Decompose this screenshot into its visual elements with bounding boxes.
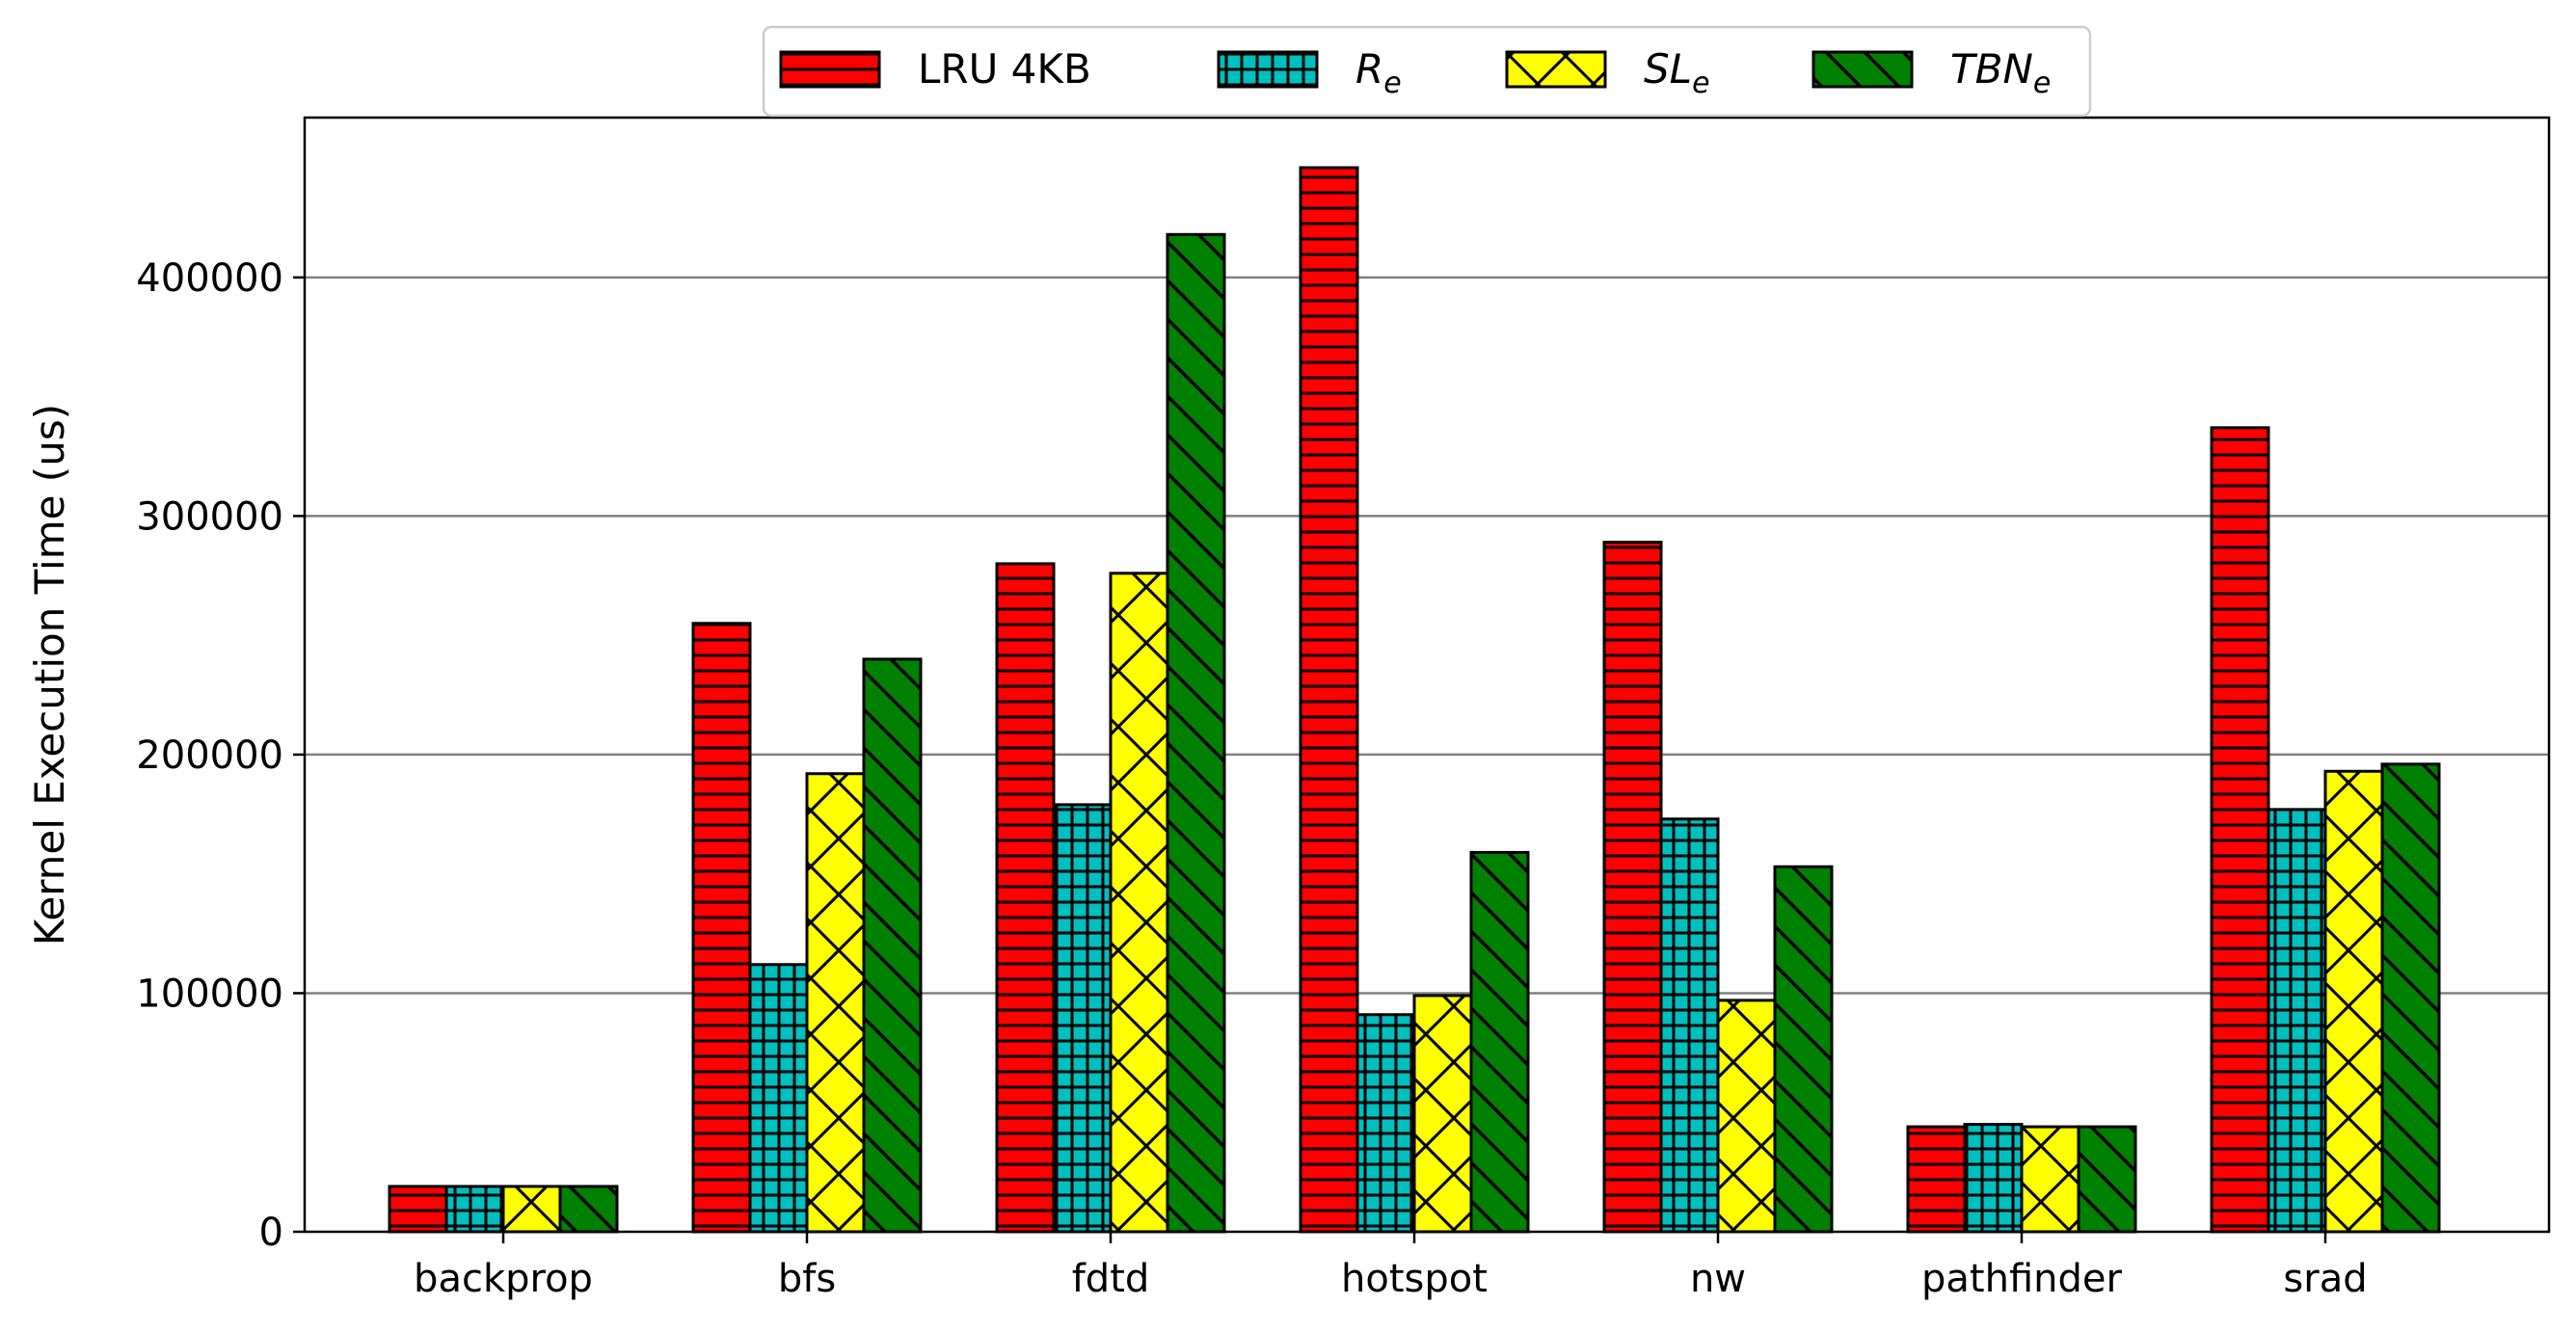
legend-swatch [1811,50,1914,89]
y-tick-label: 200000 [136,733,283,778]
y-tick-label: 0 [259,1211,283,1255]
bar-srad-4 [2380,762,2441,1234]
legend: LRU 4KB Re SLe TBNe [762,25,2092,118]
legend-swatch [779,50,881,89]
bar-fdtd-3 [1109,572,1169,1234]
y-axis-label: Kernel Execution Time (us) [26,404,73,946]
bar-backprop-2 [444,1185,505,1234]
bar-pathfinder-2 [1963,1123,2024,1234]
bar-bfs-2 [748,963,809,1234]
bar-backprop-4 [558,1185,619,1234]
plot-area-frame [303,116,2551,1234]
bar-pathfinder-3 [2020,1125,2080,1234]
bar-hotspot-2 [1355,1013,1416,1234]
legend-item-2: Re [1217,45,1402,100]
bar-bfs-3 [805,772,866,1234]
legend-label: SLe [1644,45,1710,100]
bar-nw-1 [1602,541,1663,1234]
legend-frame [762,25,2092,118]
bar-backprop-1 [388,1185,448,1234]
bar-backprop-3 [501,1185,562,1234]
bar-hotspot-1 [1299,166,1359,1234]
legend-swatch [1505,50,1607,89]
bar-pathfinder-4 [2077,1125,2137,1234]
y-tick-label: 400000 [136,256,283,301]
legend-label: LRU 4KB [918,45,1091,93]
bar-pathfinder-1 [1906,1125,1967,1234]
x-tick-label-fdtd: fdtd [1072,1257,1150,1301]
x-tick-label-pathfinder: pathfinder [1921,1257,2122,1301]
bar-srad-3 [2323,769,2384,1234]
bar-srad-2 [2267,808,2327,1234]
bar-nw-3 [1716,999,1777,1234]
legend-item-4: TBNe [1811,45,2051,100]
legend-swatch [1217,50,1319,89]
bar-nw-4 [1773,865,1834,1234]
legend-item-3: SLe [1505,45,1710,100]
y-tick-label: 300000 [136,494,283,539]
legend-label: Re [1355,45,1402,100]
legend-label: TBNe [1950,45,2051,100]
bars [388,166,2441,1234]
bar-fdtd-1 [995,562,1056,1234]
y-tick-label: 100000 [136,972,283,1016]
bar-bfs-4 [862,657,923,1234]
bar-fdtd-2 [1052,803,1113,1234]
bar-nw-2 [1659,817,1720,1234]
x-tick-label-hotspot: hotspot [1341,1257,1488,1301]
x-tick-label-backprop: backprop [414,1257,593,1301]
bar-srad-1 [2210,426,2270,1234]
bar-hotspot-4 [1469,850,1530,1234]
x-tick-label-srad: srad [2283,1257,2367,1301]
y-axis: 0 100000 200000 300000 400000 [136,256,305,1255]
x-tick-label-nw: nw [1690,1257,1746,1301]
gridlines [305,276,2549,995]
bar-bfs-1 [691,622,752,1234]
x-axis: backprop bfs fdtd hotspot nw pathfinder srad [414,1232,2368,1301]
bar-hotspot-3 [1412,994,1473,1234]
legend-item-1: LRU 4KB [779,45,1091,93]
bar-fdtd-4 [1166,232,1226,1234]
x-tick-label-bfs: bfs [778,1257,836,1301]
